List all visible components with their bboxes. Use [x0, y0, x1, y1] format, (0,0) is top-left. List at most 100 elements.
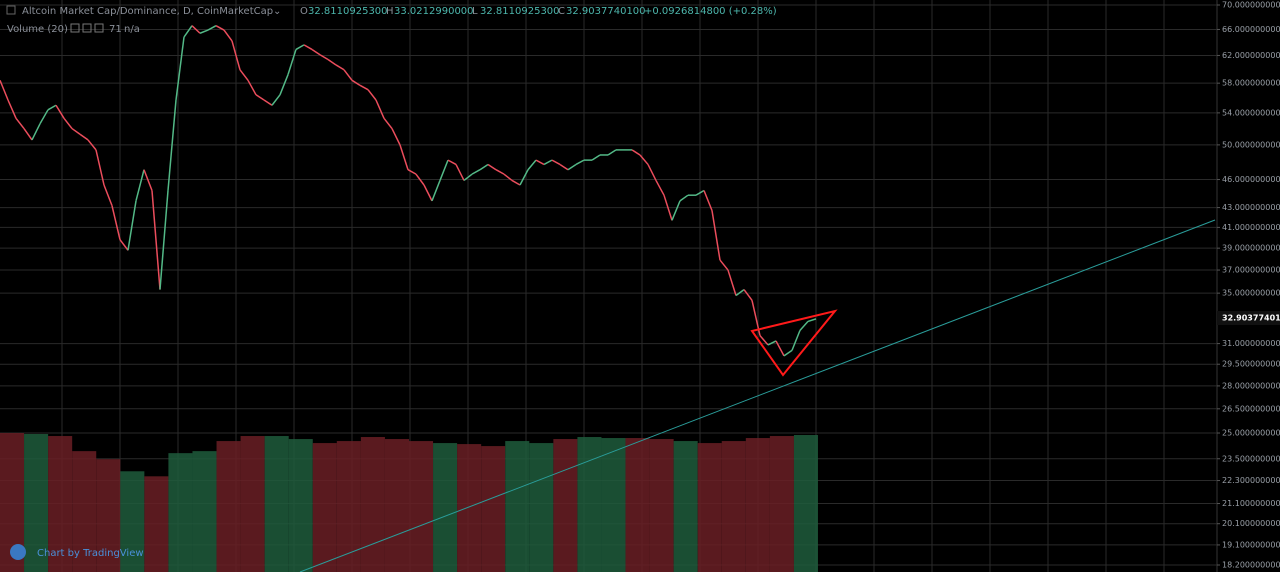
y-tick-label: 39.0000000000	[1222, 244, 1280, 253]
price-segment	[487, 163, 497, 171]
y-tick-label: 46.0000000000	[1222, 175, 1280, 184]
wedge-drawing	[750, 309, 838, 377]
price-segment	[559, 163, 569, 171]
price-segment	[271, 94, 281, 106]
price-segment	[383, 117, 393, 130]
price-segment	[695, 189, 705, 196]
price-segment	[279, 74, 289, 96]
ohlc-value: 32.8110925300	[480, 6, 560, 17]
y-tick-label: 54.0000000000	[1222, 108, 1280, 117]
y-tick-label: 20.1000000000	[1222, 519, 1280, 528]
price-segment	[679, 194, 689, 202]
price-segment	[735, 289, 745, 297]
price-segment	[527, 159, 537, 171]
price-segment	[175, 36, 185, 101]
price-segment	[351, 79, 361, 86]
price-segment	[327, 58, 337, 66]
last-price-label: 32.9037740100	[1222, 314, 1280, 323]
ohlc-label: O	[300, 6, 308, 17]
ohlc-label: L	[472, 6, 478, 17]
volume-bar	[529, 443, 554, 572]
price-segment	[191, 25, 201, 34]
price-segment	[151, 190, 161, 290]
y-tick-label: 35.0000000000	[1222, 289, 1280, 298]
volume-bar	[72, 451, 97, 572]
trend-line	[299, 219, 1216, 572]
price-segment	[655, 180, 665, 196]
price-segment	[479, 163, 489, 171]
price-segment	[719, 259, 729, 271]
indicator-icon[interactable]	[82, 23, 92, 33]
price-segment	[23, 128, 33, 141]
y-tick-label: 22.3000000000	[1222, 476, 1280, 485]
price-segment	[519, 169, 529, 186]
price-segment	[207, 25, 217, 31]
volume-bar	[216, 441, 241, 572]
price-segment	[591, 154, 601, 161]
price-segment	[343, 69, 353, 81]
price-segment	[263, 99, 273, 106]
volume-bar	[721, 441, 746, 572]
price-segment	[799, 320, 809, 331]
price-segment	[703, 190, 713, 211]
price-segment	[47, 104, 57, 111]
price-segment	[95, 149, 105, 186]
volume-bar	[433, 443, 458, 572]
volume-bar	[697, 443, 722, 572]
volume-bar	[264, 436, 289, 572]
y-tick-label: 29.5000000000	[1222, 360, 1280, 369]
y-tick-label: 50.0000000000	[1222, 140, 1280, 149]
price-segment	[127, 200, 137, 251]
y-tick-label: 43.0000000000	[1222, 203, 1280, 212]
indicator-icon[interactable]	[94, 23, 104, 33]
volume-bar	[384, 439, 409, 572]
volume-value: 71	[109, 24, 122, 35]
price-pane	[0, 25, 817, 357]
price-segment	[255, 94, 265, 101]
price-segment	[311, 48, 321, 56]
collapse-icon[interactable]	[6, 5, 16, 15]
volume-bar	[673, 441, 698, 572]
price-segment	[7, 99, 17, 119]
y-tick-label: 58.0000000000	[1222, 79, 1280, 88]
price-segment	[199, 29, 209, 34]
price-segment	[783, 349, 793, 357]
price-segment	[423, 184, 433, 202]
volume-bar	[793, 435, 818, 572]
price-segment	[471, 169, 481, 175]
price-segment	[31, 123, 41, 141]
price-segment	[335, 64, 345, 71]
price-segment	[247, 79, 257, 96]
volume-bar	[24, 434, 49, 572]
price-segment	[463, 173, 473, 182]
price-segment	[535, 159, 545, 166]
price-segment	[415, 173, 425, 186]
volume-label[interactable]: Volume (20)	[7, 24, 68, 35]
price-segment	[303, 44, 313, 51]
ohlc-label: H	[386, 6, 394, 17]
y-tick-label: 25.0000000000	[1222, 429, 1280, 438]
symbol-title[interactable]: Altcoin Market Cap/Dominance, D, CoinMar…	[22, 6, 273, 17]
price-segment	[551, 159, 561, 166]
indicator-icon[interactable]	[70, 23, 80, 33]
dropdown-caret[interactable]: ⌄	[273, 6, 281, 17]
price-segment	[639, 154, 649, 165]
volume-bar	[601, 438, 626, 572]
volume-ma: n/a	[124, 24, 140, 35]
price-segment	[159, 190, 169, 290]
price-segment	[167, 99, 177, 191]
price-segment	[671, 200, 681, 221]
price-segment	[79, 133, 89, 141]
price-segment	[359, 84, 369, 91]
volume-bar	[769, 436, 794, 572]
price-segment	[287, 49, 297, 75]
price-segment	[0, 80, 9, 101]
y-tick-label: 28.0000000000	[1222, 381, 1280, 390]
y-tick-label: 18.2000000000	[1222, 561, 1280, 570]
price-segment	[55, 104, 65, 119]
price-segment	[39, 109, 49, 125]
watermark-text: Chart by TradingView	[37, 548, 144, 559]
